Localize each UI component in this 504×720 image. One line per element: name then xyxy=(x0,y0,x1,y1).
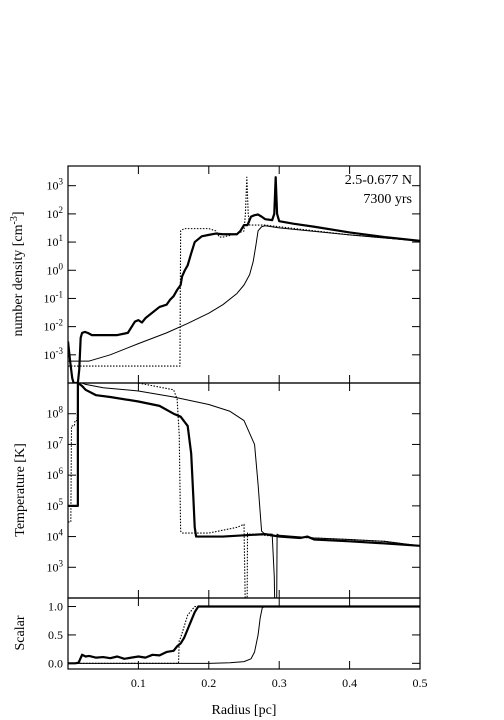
scalar-axis-label: Scalar xyxy=(13,615,28,650)
y-tick-label: 102 xyxy=(47,205,64,221)
y-tick-label: 105 xyxy=(47,497,64,513)
series-line-dotted xyxy=(68,176,420,367)
y-tick-label: 107 xyxy=(47,435,64,451)
series-line-thin xyxy=(68,383,420,598)
y-tick-label: 10-3 xyxy=(44,346,64,362)
density-axis-label: number density [cm-3] xyxy=(9,212,27,337)
y-tick-label: 108 xyxy=(47,405,64,421)
x-tick-label: 0.2 xyxy=(201,676,216,690)
y-tick-label: 103 xyxy=(47,558,64,574)
series-line-dotted xyxy=(68,605,420,664)
series-line-thick xyxy=(68,176,420,383)
panel-frame xyxy=(67,597,421,670)
series-line-thick xyxy=(68,383,420,547)
y-tick-label: 1.0 xyxy=(48,600,63,614)
y-tick-label: 103 xyxy=(47,177,64,193)
y-tick-label: 10-2 xyxy=(44,318,64,334)
y-tick-label: 10-1 xyxy=(44,289,64,305)
time-annotation: 7300 yrs xyxy=(363,192,412,207)
y-tick-label: 104 xyxy=(47,528,64,544)
series-line-dotted xyxy=(68,383,420,598)
panel-frame xyxy=(67,382,421,599)
temperature-panel: 103 104 105 106 107 108 xyxy=(47,382,421,599)
temperature-axis-label: Temperature [K] xyxy=(13,443,28,536)
y-tick-label: 101 xyxy=(47,233,64,249)
density-panel: 10-3 10-2 10-1 100 101 102 103 xyxy=(44,165,421,384)
series-line-thick xyxy=(68,605,420,665)
model-annotation: 2.5-0.677 N xyxy=(345,173,412,188)
series-line-thin xyxy=(68,606,420,664)
x-tick-label: 0.5 xyxy=(413,676,428,690)
radius-axis-label: Radius [pc] xyxy=(212,703,277,718)
series-line-thin xyxy=(68,225,420,362)
y-tick-label: 106 xyxy=(47,466,64,482)
y-tick-label: 0.5 xyxy=(48,628,63,642)
y-tick-label: 0.0 xyxy=(48,656,63,670)
y-tick-label: 100 xyxy=(47,261,64,277)
scalar-panel: 0.0 0.5 1.0 0.1 0.2 0.3 0.4 0.5 xyxy=(48,597,428,690)
x-tick-label: 0.3 xyxy=(272,676,287,690)
x-tick-label: 0.1 xyxy=(131,676,146,690)
x-tick-label: 0.4 xyxy=(342,676,357,690)
